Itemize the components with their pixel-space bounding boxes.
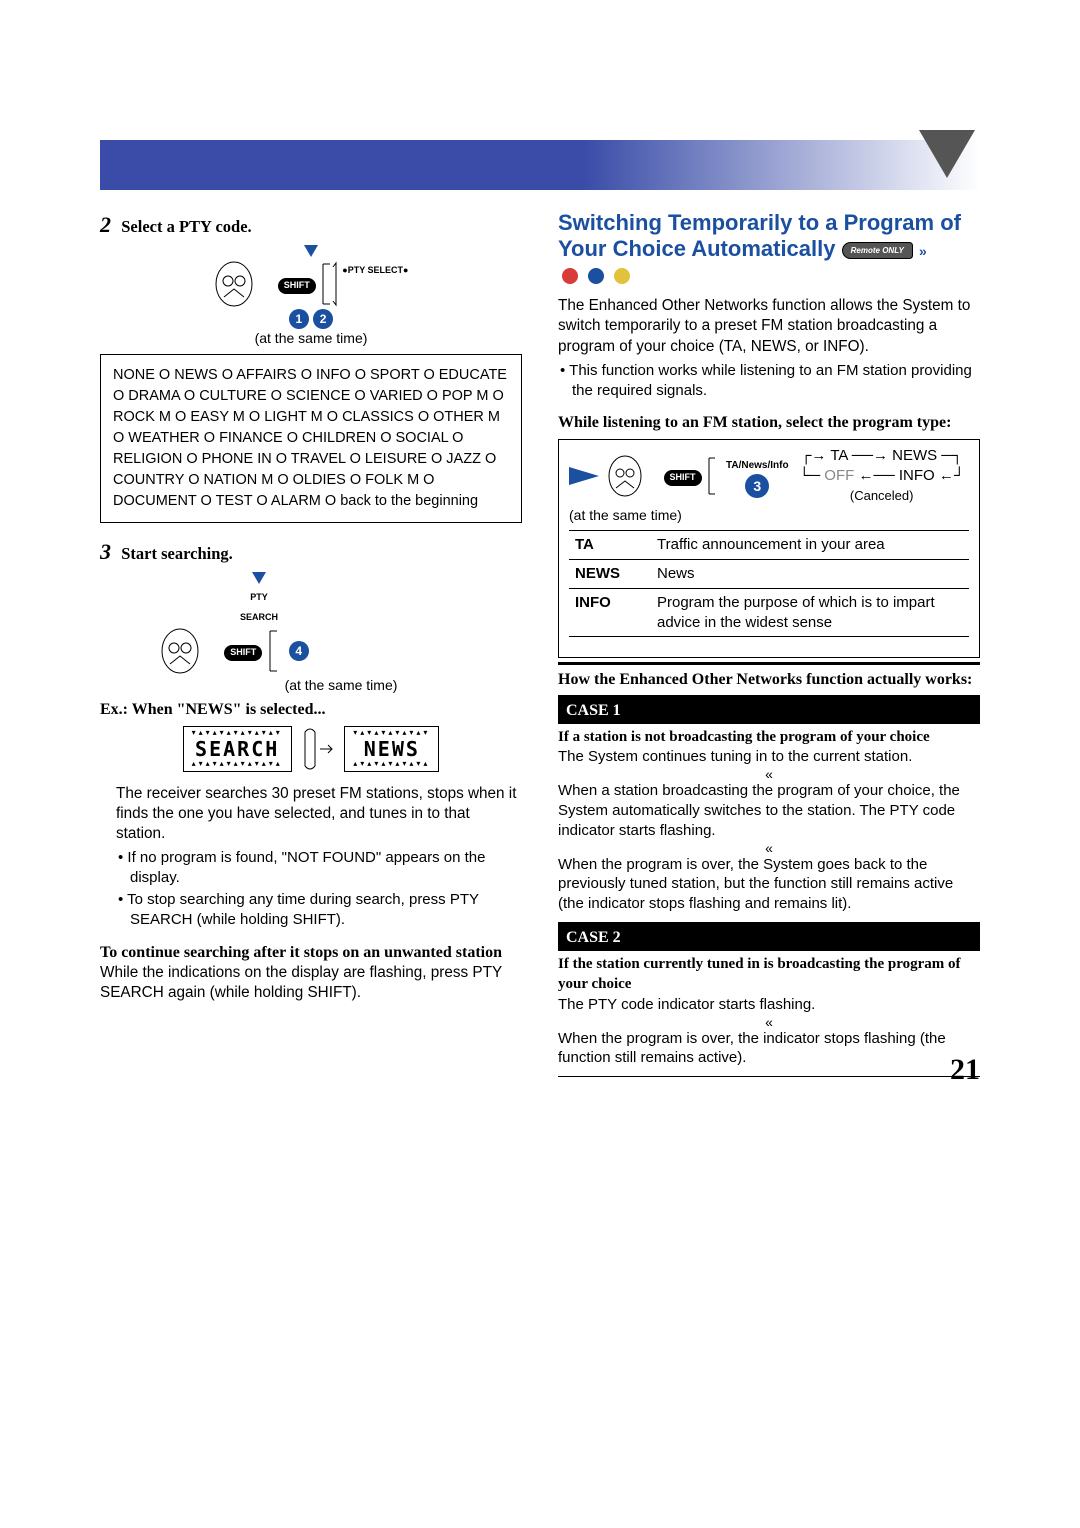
section-heading: Switching Temporarily to a Program of Yo… xyxy=(558,210,980,290)
content-columns: 2 Select a PTY code. SHIFT ●PTY SELECT● xyxy=(100,210,980,1077)
same-time-note: (at the same time) xyxy=(569,506,969,524)
arrow-down-icon: « xyxy=(558,841,980,855)
button-2: 2 xyxy=(313,309,333,329)
arrow-down-icon xyxy=(252,572,266,584)
arrow-right-icon xyxy=(569,467,599,485)
cell-key: NEWS xyxy=(569,560,651,589)
cell-value: Program the purpose of which is to impar… xyxy=(651,588,969,637)
case-2-body: If the station currently tuned in is bro… xyxy=(558,955,980,1068)
example-line: Ex.: When "NEWS" is selected... xyxy=(100,699,522,720)
button-3: 3 xyxy=(745,474,769,498)
case-text: When the program is over, the indicator … xyxy=(558,1029,980,1069)
case-2-bar: CASE 2 xyxy=(558,922,980,951)
cell-value: News xyxy=(651,560,969,589)
right-column: Switching Temporarily to a Program of Yo… xyxy=(558,210,980,1077)
flow-diagram: ┌→ TA ──→ NEWS ─┐ └─ OFF ←── INFO ←┘ (Ca… xyxy=(799,446,965,505)
step-title: Start searching. xyxy=(121,544,233,563)
shift-label: SHIFT xyxy=(278,278,316,294)
button-4: 4 xyxy=(289,641,309,661)
search-bullets: If no program is found, "NOT FOUND" appe… xyxy=(116,848,522,929)
page-number: 21 xyxy=(950,1053,980,1087)
color-dots xyxy=(558,264,630,290)
diagram-pty-select: SHIFT ●PTY SELECT● 1 2 (at the same time… xyxy=(100,245,522,348)
intro-text: The Enhanced Other Networks function all… xyxy=(558,296,980,357)
continue-title: To continue searching after it stops on … xyxy=(100,942,522,963)
ta-news-info-label: TA/News/Info xyxy=(726,460,789,471)
bracket-icon xyxy=(267,626,285,676)
same-time-note: (at the same time) xyxy=(100,329,522,347)
pty-select-label: PTY SELECT xyxy=(348,265,403,275)
step-2: 2 Select a PTY code. xyxy=(100,210,522,239)
remote-icon xyxy=(607,453,659,499)
bracket-icon xyxy=(706,454,722,498)
bullet-item: This function works while listening to a… xyxy=(558,361,980,401)
how-title: How the Enhanced Other Networks function… xyxy=(558,665,980,694)
table-row: NEWS News xyxy=(569,560,969,589)
case-subtitle: If the station currently tuned in is bro… xyxy=(558,955,980,995)
while-listening: While listening to an FM station, select… xyxy=(558,412,980,433)
canceled-note: (Canceled) xyxy=(850,488,914,503)
case-text: When the program is over, the System goe… xyxy=(558,855,980,914)
continue-body: While the indications on the display are… xyxy=(100,963,522,1003)
step-title: Select a PTY code. xyxy=(121,217,251,236)
case-text: When a station broadcasting the program … xyxy=(558,781,980,840)
dot-red-icon xyxy=(562,268,578,284)
bracket-icon xyxy=(320,259,338,309)
step-number: 3 xyxy=(100,539,111,564)
case-1-body: If a station is not broadcasting the pro… xyxy=(558,728,980,914)
same-time-note: (at the same time) xyxy=(160,676,522,694)
header-banner xyxy=(100,140,980,190)
table-row: TA Traffic announcement in your area xyxy=(569,531,969,560)
remote-only-badge: Remote ONLY xyxy=(842,242,913,260)
bullet-item: If no program is found, "NOT FOUND" appe… xyxy=(116,848,522,888)
program-type-table: TA Traffic announcement in your area NEW… xyxy=(569,530,969,637)
dot-blue-icon xyxy=(588,268,604,284)
case-text: The System continues tuning in to the cu… xyxy=(558,747,980,767)
eon-box: SHIFT TA/News/Info 3 ┌→ TA ──→ NEWS ─┐ └… xyxy=(558,439,980,658)
table-row: INFO Program the purpose of which is to … xyxy=(569,588,969,637)
corner-triangle-icon xyxy=(919,130,975,178)
lcd-news: ▾▴▾▴▾▴▾▴▾▴▾ NEWS ▴▾▴▾▴▾▴▾▴▾▴ xyxy=(344,726,439,772)
step-3: 3 Start searching. xyxy=(100,537,522,566)
arrow-down-icon: « xyxy=(558,1015,980,1029)
pty-search-label: PTY SEARCH xyxy=(240,592,278,622)
divider xyxy=(558,1076,980,1077)
arrow-down-icon xyxy=(304,245,318,257)
cell-key: TA xyxy=(569,531,651,560)
intro-bullets: This function works while listening to a… xyxy=(558,361,980,401)
case-1-bar: CASE 1 xyxy=(558,695,980,724)
dot-yellow-icon xyxy=(614,268,630,284)
left-column: 2 Select a PTY code. SHIFT ●PTY SELECT● xyxy=(100,210,522,1077)
case-text: The PTY code indicator starts flashing. xyxy=(558,995,980,1015)
lcd-row: ▾▴▾▴▾▴▾▴▾▴▾▴▾ SEARCH ▴▾▴▾▴▾▴▾▴▾▴▾▴ ▾▴▾▴▾… xyxy=(100,720,522,778)
page-container: 2 Select a PTY code. SHIFT ●PTY SELECT● xyxy=(0,0,1080,1137)
diagram-pty-search: PTY SEARCH SHIFT 4 (at the same time) xyxy=(100,572,522,695)
lcd-search: ▾▴▾▴▾▴▾▴▾▴▾▴▾ SEARCH ▴▾▴▾▴▾▴▾▴▾▴▾▴ xyxy=(183,726,292,772)
remote-icon xyxy=(160,626,220,676)
pty-codes-box: NONE O NEWS O AFFAIRS O INFO O SPORT O E… xyxy=(100,354,522,523)
button-1: 1 xyxy=(289,309,309,329)
cell-key: INFO xyxy=(569,588,651,637)
case-subtitle: If a station is not broadcasting the pro… xyxy=(558,728,980,748)
diagram-ta-news-info: SHIFT TA/News/Info 3 ┌→ TA ──→ NEWS ─┐ └… xyxy=(569,446,969,505)
step-number: 2 xyxy=(100,212,111,237)
bullet-item: To stop searching any time during search… xyxy=(116,890,522,930)
cell-value: Traffic announcement in your area xyxy=(651,531,969,560)
remote-icon xyxy=(214,259,274,309)
shift-label: SHIFT xyxy=(664,470,702,486)
arrow-down-icon: « xyxy=(558,767,980,781)
search-explain: The receiver searches 30 preset FM stati… xyxy=(116,784,522,845)
shift-label: SHIFT xyxy=(224,645,262,661)
transition-arrow-icon xyxy=(300,726,336,772)
